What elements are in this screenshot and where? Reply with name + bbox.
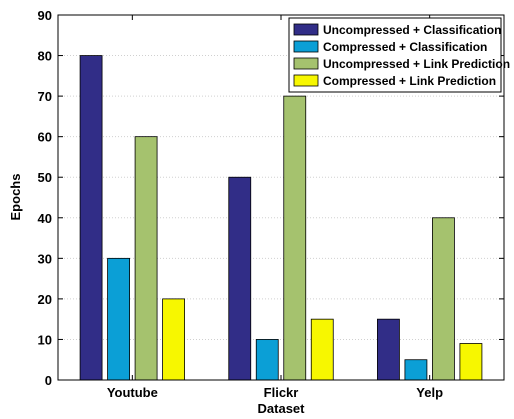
y-tick-label: 20 — [38, 292, 52, 307]
y-tick-label: 80 — [38, 49, 52, 64]
legend-label: Compressed + Classification — [323, 40, 487, 54]
y-tick-label: 40 — [38, 211, 52, 226]
y-tick-label: 10 — [38, 332, 52, 347]
y-tick-label: 70 — [38, 89, 52, 104]
legend-label: Uncompressed + Link Prediction — [323, 57, 510, 71]
y-tick-label: 30 — [38, 251, 52, 266]
y-axis-label: Epochs — [8, 174, 23, 221]
x-axis-label: Dataset — [258, 401, 306, 416]
y-tick-label: 0 — [45, 373, 52, 388]
legend-swatch — [293, 57, 319, 70]
bar-yelp-series-3 — [432, 217, 455, 381]
bar-flickr-series-1 — [228, 176, 252, 381]
bar-youtube-series-4 — [162, 298, 185, 381]
legend: Uncompressed + Classification Compressed … — [288, 17, 510, 93]
bar-yelp-series-2 — [404, 359, 428, 381]
legend-box — [288, 17, 502, 93]
bar-flickr-series-3 — [283, 95, 307, 381]
bar-flickr-series-4 — [310, 318, 334, 381]
bar-yelp-series-4 — [459, 343, 483, 381]
legend-swatch — [293, 74, 319, 87]
bar-yelp-series-1 — [377, 318, 400, 381]
bar-flickr-series-2 — [255, 339, 279, 381]
gridlines — [58, 55, 504, 340]
bar-youtube-series-2 — [107, 257, 130, 381]
y-tick-label: 60 — [38, 130, 52, 145]
x-axis-ticks: Youtube Flickr Yelp — [107, 15, 443, 400]
legend-label: Compressed + Link Prediction — [323, 74, 496, 88]
bar-youtube-series-3 — [134, 136, 158, 381]
x-tick-label: Yelp — [416, 385, 443, 400]
y-tick-label: 90 — [38, 8, 52, 23]
y-axis-ticks: 0 10 20 30 40 50 60 70 80 90 — [38, 8, 504, 388]
y-tick-label: 50 — [38, 170, 52, 185]
x-tick-label: Flickr — [264, 385, 299, 400]
legend-swatch — [293, 40, 319, 53]
legend-swatch — [293, 23, 319, 36]
bars — [79, 55, 483, 381]
x-tick-label: Youtube — [107, 385, 158, 400]
bar-youtube-series-1 — [79, 55, 103, 381]
legend-label: Uncompressed + Classification — [323, 23, 501, 37]
